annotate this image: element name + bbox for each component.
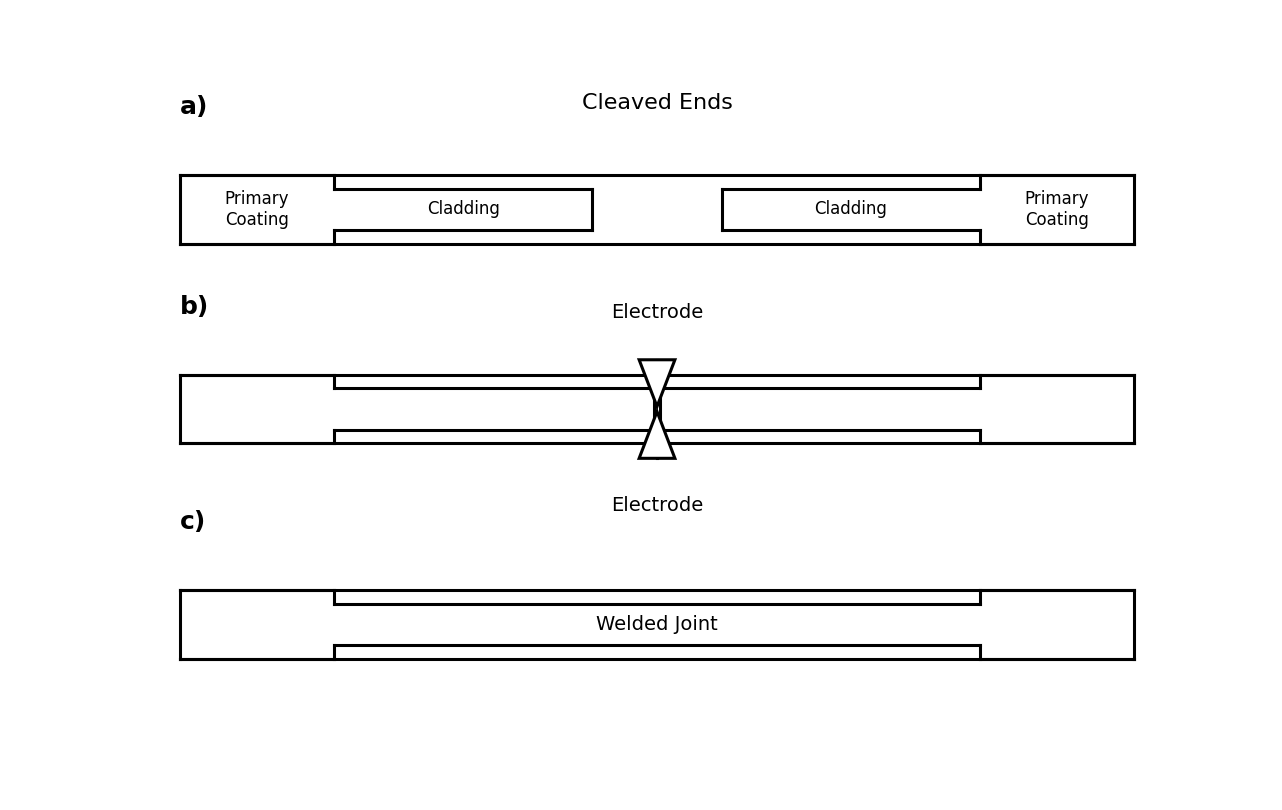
- Text: c): c): [179, 509, 206, 534]
- Text: Welded Joint: Welded Joint: [596, 615, 718, 633]
- Text: Electrode: Electrode: [612, 303, 703, 322]
- Text: b): b): [179, 295, 209, 318]
- Text: Cladding: Cladding: [427, 200, 500, 219]
- Text: Primary
Coating: Primary Coating: [1024, 190, 1090, 229]
- Text: Cleaved Ends: Cleaved Ends: [582, 93, 732, 113]
- Polygon shape: [640, 360, 674, 407]
- Text: a): a): [179, 95, 209, 119]
- Text: Electrode: Electrode: [612, 497, 703, 515]
- Polygon shape: [640, 411, 674, 458]
- Text: Primary
Coating: Primary Coating: [224, 190, 290, 229]
- Text: Cladding: Cladding: [814, 200, 887, 219]
